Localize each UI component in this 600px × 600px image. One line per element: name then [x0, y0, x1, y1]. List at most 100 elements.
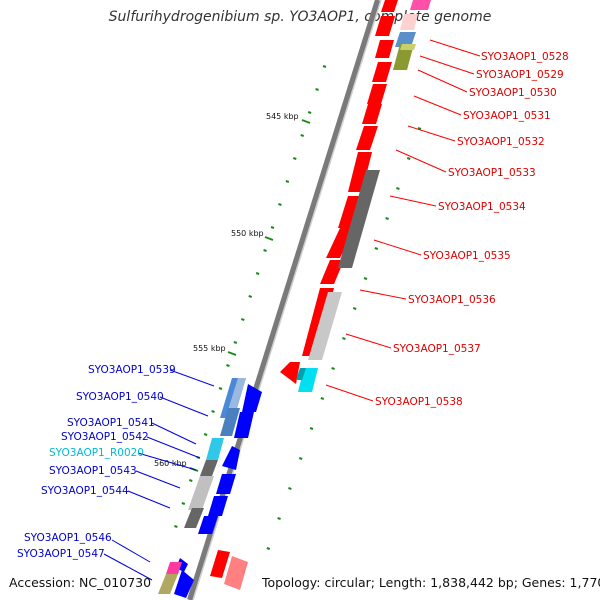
leader-line — [159, 396, 209, 417]
gene-label-0539: SYO3AOP1_0539 — [88, 364, 176, 376]
topology-text: Topology: circular; Length: 1,838,442 bp… — [262, 575, 600, 590]
gene-0536-grey — [308, 292, 342, 360]
ruler-minor-tick — [233, 341, 238, 344]
gene-label-0538: SYO3AOP1_0538 — [375, 396, 463, 408]
gene-0539-block-b — [228, 378, 246, 410]
leader-line — [345, 333, 392, 349]
gene-label-0543: SYO3AOP1_0543 — [49, 465, 137, 477]
gene-blue-5 — [208, 496, 228, 516]
leader-line — [169, 369, 215, 387]
gene-blue-3 — [222, 446, 240, 470]
leader-line — [135, 470, 181, 489]
ruler-minor-tick — [320, 397, 325, 400]
gene-label-0530: SYO3AOP1_0530 — [469, 87, 557, 99]
gene-0546-block — [166, 562, 182, 574]
gene-blue-1 — [242, 384, 262, 412]
ruler-minor-tick — [331, 367, 335, 370]
ruler-minor-tick — [307, 111, 312, 114]
ruler-minor-tick — [352, 307, 357, 310]
gene-0543-block — [188, 476, 214, 510]
ruler-minor-tick — [285, 180, 290, 183]
ruler-minor-tick — [174, 525, 178, 528]
gene-0534-grey — [338, 170, 380, 268]
ruler-label-560: 560 kbp — [154, 459, 187, 468]
leader-line — [103, 553, 153, 581]
gene-blue-2 — [234, 412, 254, 438]
gene-label-0532: SYO3AOP1_0532 — [457, 136, 545, 148]
ruler-track — [174, 65, 422, 550]
leader-line — [325, 384, 374, 402]
gene-label-0536: SYO3AOP1_0536 — [408, 294, 496, 306]
accession-text: Accession: NC_010730 — [9, 575, 152, 590]
ruler-minor-tick — [406, 157, 411, 160]
gene-label-0546: SYO3AOP1_0546 — [24, 532, 112, 544]
ruler-tick-545 — [301, 119, 311, 124]
ruler-minor-tick — [363, 277, 368, 280]
gene-label-0540: SYO3AOP1_0540 — [76, 391, 164, 403]
gene-red-1 — [381, 0, 398, 12]
ruler-minor-tick — [300, 134, 305, 137]
ruler-minor-tick — [181, 502, 186, 505]
leader-line — [407, 125, 456, 142]
ruler-minor-tick — [417, 127, 422, 130]
gene-labels-left: SYO3AOP1_0539 SYO3AOP1_0540 SYO3AOP1_054… — [17, 364, 176, 560]
ruler-minor-tick — [374, 247, 379, 250]
gene-0540-block — [220, 408, 240, 436]
gene-red-6 — [362, 104, 382, 124]
leader-lines-right — [325, 39, 481, 402]
gene-red-13 — [280, 362, 300, 384]
ruler-minor-tick — [288, 487, 292, 490]
ruler-minor-tick — [315, 88, 319, 91]
gene-red-bottom-2 — [224, 556, 248, 590]
gene-0528-top — [409, 0, 431, 10]
ruler-minor-tick — [385, 217, 389, 220]
ruler-minor-tick — [277, 517, 281, 520]
ruler-minor-tick — [322, 65, 327, 68]
gene-label-0541: SYO3AOP1_0541 — [67, 417, 155, 429]
gene-0529 — [395, 32, 416, 47]
gene-0544-block — [184, 508, 204, 528]
ruler-minor-tick — [203, 433, 208, 436]
ruler-label-545: 545 kbp — [266, 112, 299, 121]
gene-label-0529: SYO3AOP1_0529 — [476, 69, 564, 81]
page-title: Sulfurihydrogenibium sp. YO3AOP1, comple… — [108, 9, 492, 25]
ruler-minor-tick — [226, 364, 230, 367]
leader-line — [417, 69, 468, 93]
leader-line — [389, 195, 437, 207]
ruler-minor-tick — [211, 410, 215, 413]
ruler: 545 kbp 550 kbp 555 kbp 560 kbp — [154, 112, 311, 472]
ruler-minor-tick — [270, 226, 275, 229]
leader-line — [151, 422, 197, 445]
leader-line — [137, 452, 197, 471]
gene-label-0531: SYO3AOP1_0531 — [463, 110, 551, 122]
gene-labels-right: SYO3AOP1_0528 SYO3AOP1_0529 SYO3AOP1_053… — [375, 51, 569, 408]
gene-blue-6 — [198, 516, 218, 534]
leader-line — [111, 539, 151, 563]
leader-line — [127, 490, 171, 509]
gene-0530 — [393, 44, 414, 70]
ruler-minor-tick — [188, 479, 193, 482]
gene-0530b — [400, 44, 416, 50]
gene-red-9 — [338, 196, 362, 228]
ruler-minor-tick — [263, 249, 267, 252]
ruler-minor-tick — [309, 427, 314, 430]
leader-line — [395, 149, 447, 173]
ruler-minor-tick — [298, 457, 303, 460]
ruler-label-555: 555 kbp — [193, 344, 226, 353]
forward-strand-genes — [210, 0, 431, 590]
leader-line — [419, 55, 475, 75]
ruler-minor-tick — [266, 547, 271, 550]
gene-red-4 — [372, 62, 392, 82]
ruler-tick-555 — [227, 351, 237, 356]
gene-label-0533: SYO3AOP1_0533 — [448, 167, 536, 179]
gene-label-R0020: SYO3AOP1_R0020 — [49, 447, 144, 459]
gene-red-10 — [326, 228, 354, 258]
leader-line — [146, 436, 201, 459]
gene-red-bottom-1 — [210, 550, 230, 578]
gene-blue-7 — [174, 570, 194, 598]
gene-label-0542: SYO3AOP1_0542 — [61, 431, 149, 443]
ruler-minor-tick — [342, 337, 346, 340]
ruler-minor-tick — [255, 272, 260, 275]
ruler-minor-tick — [240, 318, 245, 321]
